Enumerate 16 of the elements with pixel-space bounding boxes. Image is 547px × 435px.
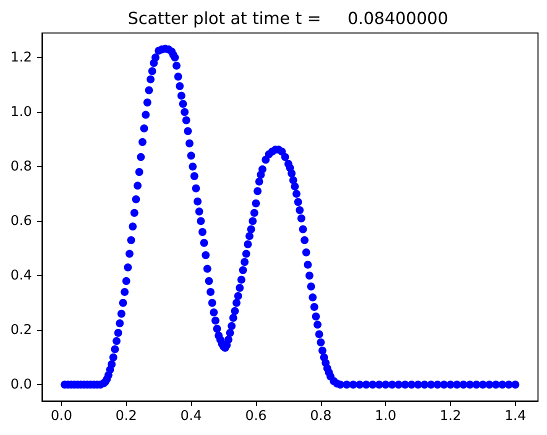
y-tick-label: 0.8 bbox=[10, 158, 32, 175]
y-tick-label: 0.0 bbox=[10, 376, 32, 393]
y-tick-label: 1.2 bbox=[10, 50, 32, 66]
x-tick-label: 0.0 bbox=[50, 408, 72, 424]
x-tick-label: 1.0 bbox=[374, 408, 396, 424]
y-tick-label: 0.4 bbox=[10, 268, 32, 284]
y-tick-label: 1.0 bbox=[10, 104, 32, 120]
y-tick-label: 0.2 bbox=[10, 322, 32, 338]
x-tick-label: 0.4 bbox=[180, 408, 202, 424]
chart-title: Scatter plot at time t = 0.08400000 bbox=[128, 9, 448, 28]
x-tick-label: 0.6 bbox=[245, 408, 267, 424]
x-tick-label: 1.4 bbox=[504, 408, 526, 424]
y-tick-label: 0.6 bbox=[10, 213, 32, 230]
x-tick-label: 1.2 bbox=[440, 408, 462, 424]
x-tick-label: 0.8 bbox=[310, 408, 332, 424]
x-tick-label: 0.2 bbox=[116, 408, 138, 424]
